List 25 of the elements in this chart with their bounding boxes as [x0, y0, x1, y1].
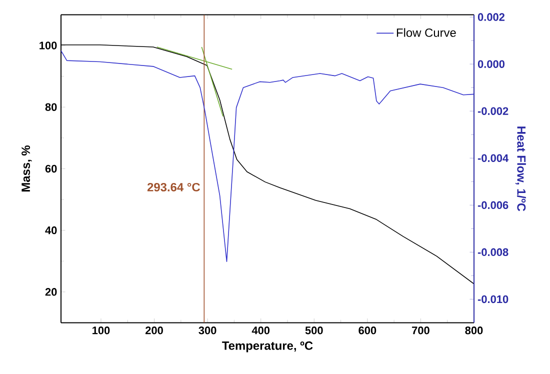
x-tick-label: 600 — [358, 326, 376, 334]
y-tick-label: 40 — [45, 226, 57, 234]
legend-label: Flow Curve — [396, 28, 456, 37]
y2-tick-label: 0.000 — [478, 60, 504, 68]
y-tick-label: 20 — [45, 288, 57, 296]
y-tick-label: 100 — [40, 42, 57, 50]
y2-tick-label: 0.002 — [478, 13, 505, 21]
y2-tick-label: -0.008 — [478, 248, 508, 256]
x-tick-label: 700 — [412, 326, 430, 334]
y-tick-label: 80 — [45, 103, 57, 111]
y2-tick-label: -0.006 — [478, 201, 508, 210]
y2-tick-label: -0.004 — [478, 154, 509, 162]
x-tick-label: 800 — [465, 326, 483, 334]
y-tick-label: 60 — [45, 164, 57, 173]
y2-axis-title: Heat Flow, 1/ºC — [515, 126, 526, 212]
x-tick-label: 200 — [145, 326, 163, 334]
x-axis-title: Temperature, ºC — [222, 341, 313, 352]
y2-tick-label: -0.002 — [478, 107, 508, 115]
y-axis-title: Mass, % — [22, 145, 32, 192]
x-tick-label: 100 — [92, 326, 110, 334]
x-tick-label: 400 — [252, 326, 270, 334]
x-tick-label: 300 — [198, 326, 216, 334]
y2-tick-label: -0.010 — [478, 295, 508, 304]
x-tick-label: 500 — [305, 326, 323, 334]
ref-line-label: 293.64 °C — [147, 182, 200, 192]
